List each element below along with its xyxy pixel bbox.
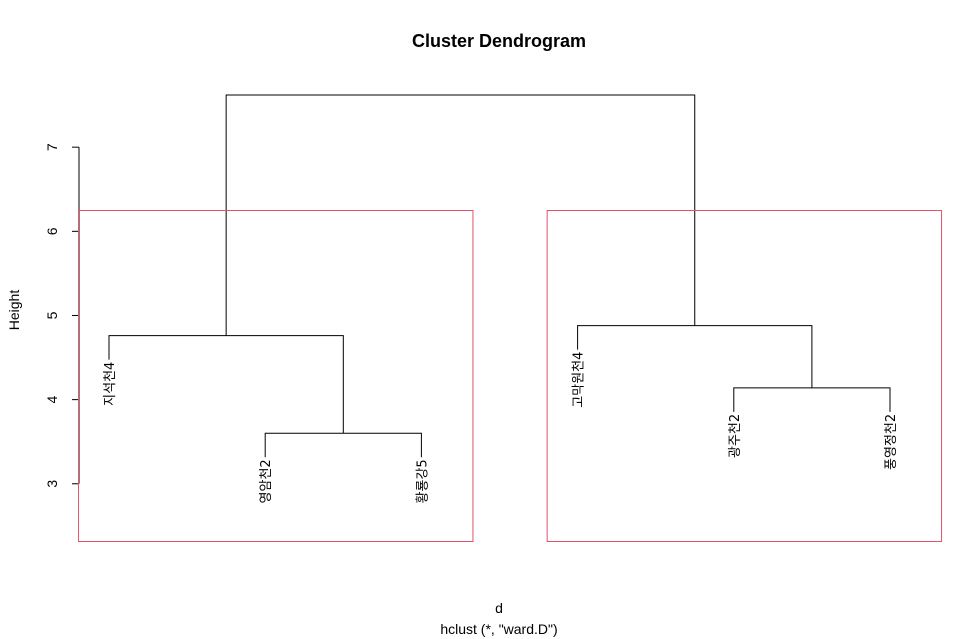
x-axis-label: d bbox=[495, 600, 503, 616]
cluster-rect bbox=[78, 210, 474, 542]
merge-branch bbox=[108, 335, 344, 434]
leaf-label: 영암천2 bbox=[259, 459, 274, 503]
y-tick-label: 6 bbox=[44, 227, 60, 235]
y-tick-label: 7 bbox=[44, 143, 60, 151]
cluster-rectangles bbox=[78, 210, 943, 542]
y-tick-label: 4 bbox=[44, 396, 60, 404]
leaf-label: 황룡강5 bbox=[415, 459, 430, 503]
x-axis-subtitle: hclust (*, "ward.D") bbox=[440, 621, 557, 637]
y-tick-label: 3 bbox=[44, 480, 60, 488]
merge-branch bbox=[225, 94, 696, 336]
merge-branch bbox=[264, 432, 422, 458]
merge-branch bbox=[733, 387, 891, 412]
leaf-label: 고막원천4 bbox=[572, 352, 587, 408]
merge-branch bbox=[577, 325, 813, 388]
y-tick-label: 5 bbox=[44, 311, 60, 319]
leaf-labels: 지석천4 영암천2 황룡강5 고막원천4 광주천2 풍영정천2 bbox=[103, 352, 899, 504]
leaf-label: 광주천2 bbox=[728, 414, 743, 458]
y-axis: 3 4 5 6 7 bbox=[44, 143, 80, 488]
y-axis-label: Height bbox=[6, 290, 22, 331]
leaf-label: 지석천4 bbox=[103, 362, 118, 406]
leaf-label: 풍영정천2 bbox=[884, 414, 899, 470]
chart-title: Cluster Dendrogram bbox=[412, 31, 586, 51]
cluster-rect bbox=[546, 210, 943, 542]
dendrogram-branches bbox=[108, 94, 891, 458]
